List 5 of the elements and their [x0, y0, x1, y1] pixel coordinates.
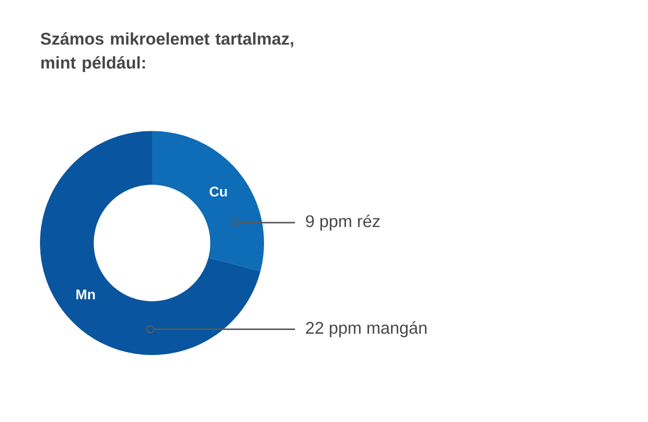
- data-label: 9 ppm réz: [306, 214, 380, 231]
- data-label: 22 ppm mangán: [306, 321, 426, 338]
- chart-title: Számos mikroelemet tartalmaz, mint például:: [40, 32, 294, 72]
- slice-label: Mn: [76, 290, 95, 300]
- slice-label: Cu: [210, 186, 227, 197]
